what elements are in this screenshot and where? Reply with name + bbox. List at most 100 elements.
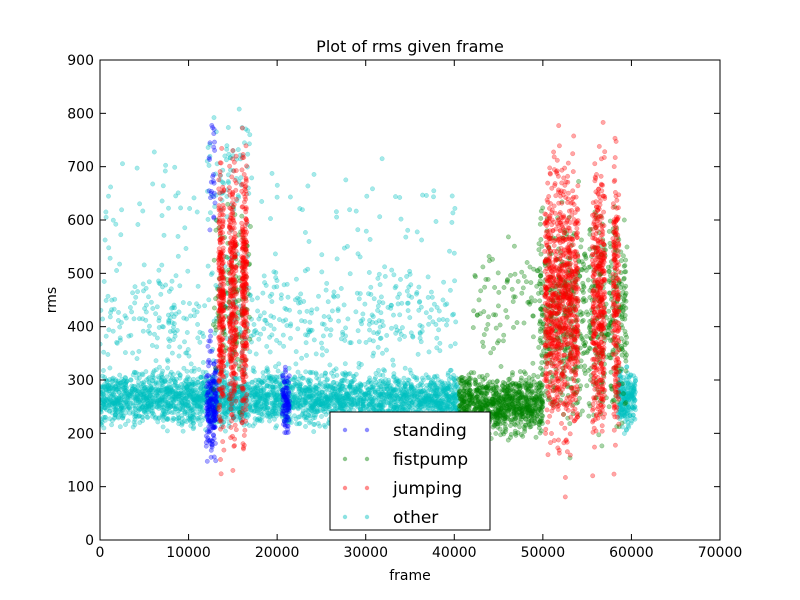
data-point-other <box>419 404 425 410</box>
data-point-other <box>101 425 107 431</box>
data-point-other <box>184 411 190 417</box>
data-point-other <box>138 406 144 412</box>
data-point-other <box>452 395 457 401</box>
data-point-other <box>433 400 438 406</box>
data-point-other <box>117 335 123 341</box>
data-point-standing <box>212 139 217 145</box>
data-point-other <box>169 350 175 356</box>
data-point-other <box>377 214 383 220</box>
data-point-other <box>307 319 313 325</box>
data-point-other <box>106 327 112 333</box>
data-point-other <box>434 399 440 405</box>
data-point-other <box>146 294 151 300</box>
data-point-other <box>255 408 260 414</box>
data-point-other <box>441 389 447 395</box>
data-point-other <box>303 424 308 429</box>
data-point-other <box>191 313 197 319</box>
data-point-other <box>150 395 156 401</box>
data-point-standing <box>207 396 213 402</box>
data-point-other <box>115 386 121 392</box>
data-point-other <box>148 299 154 305</box>
data-point-standing <box>206 363 212 369</box>
data-point-other <box>179 384 185 390</box>
data-point-other <box>378 294 384 300</box>
data-point-other <box>366 270 372 275</box>
data-point-other <box>373 320 379 326</box>
data-point-other <box>382 264 388 270</box>
data-point-other <box>196 304 202 309</box>
data-point-fistpump <box>518 416 524 422</box>
data-point-other <box>330 385 336 390</box>
data-point-other <box>434 373 440 379</box>
data-point-other <box>432 380 438 386</box>
data-point-other <box>254 330 260 336</box>
data-point-other <box>171 321 177 327</box>
data-point-other <box>384 332 390 338</box>
data-point-other <box>160 417 166 423</box>
data-point-other <box>309 408 315 414</box>
data-point-other <box>439 380 445 386</box>
data-point-fistpump <box>472 377 478 383</box>
data-point-other <box>415 351 421 357</box>
data-point-standing <box>207 414 213 420</box>
data-point-standing <box>286 405 292 411</box>
data-point-other <box>172 333 178 339</box>
data-point-other <box>436 327 442 333</box>
data-point-other <box>331 289 337 295</box>
data-point-other <box>163 162 169 168</box>
data-point-other <box>254 383 260 388</box>
data-point-other <box>170 402 176 408</box>
data-point-other <box>132 422 138 428</box>
data-point-other <box>331 402 337 408</box>
data-point-other <box>367 236 373 242</box>
data-point-other <box>434 385 440 391</box>
data-point-other <box>196 415 201 421</box>
data-point-other <box>119 207 125 213</box>
data-point-other <box>256 395 262 401</box>
data-point-other <box>293 416 299 422</box>
data-point-other <box>319 395 324 401</box>
data-point-other <box>152 331 157 337</box>
data-point-other <box>175 385 180 391</box>
data-point-other <box>200 374 206 380</box>
data-point-other <box>256 336 262 342</box>
data-point-other <box>267 334 273 340</box>
data-point-other <box>229 390 235 396</box>
data-point-other <box>177 373 183 379</box>
data-point-other <box>330 386 336 392</box>
data-point-standing <box>210 178 216 184</box>
data-points-layer <box>100 106 638 500</box>
data-point-other <box>345 402 351 408</box>
data-point-other <box>367 395 373 401</box>
data-point-other <box>393 283 399 289</box>
data-point-other <box>387 383 393 389</box>
data-point-other <box>103 209 109 215</box>
data-point-other <box>432 391 438 397</box>
data-point-other <box>154 344 160 350</box>
data-point-other <box>334 256 340 262</box>
data-point-other <box>167 329 173 334</box>
data-point-other <box>125 406 131 412</box>
data-point-other <box>299 318 304 324</box>
data-point-other <box>114 268 120 273</box>
data-point-other <box>131 369 137 375</box>
data-point-other <box>338 379 344 384</box>
data-point-other <box>138 402 144 407</box>
data-point-other <box>249 393 255 399</box>
data-point-other <box>403 234 409 240</box>
data-point-other <box>338 286 344 291</box>
data-point-other <box>109 410 115 416</box>
data-point-other <box>375 344 381 350</box>
data-point-other <box>182 339 187 345</box>
data-point-other <box>262 280 268 286</box>
data-point-other <box>252 392 257 398</box>
data-point-other <box>261 310 267 316</box>
data-point-other <box>262 396 268 402</box>
data-point-other <box>192 403 198 409</box>
data-point-standing <box>211 194 217 200</box>
data-point-other <box>323 398 329 404</box>
data-point-other <box>632 416 638 422</box>
data-point-other <box>398 216 404 222</box>
data-point-other <box>159 384 165 390</box>
data-point-other <box>279 401 285 407</box>
